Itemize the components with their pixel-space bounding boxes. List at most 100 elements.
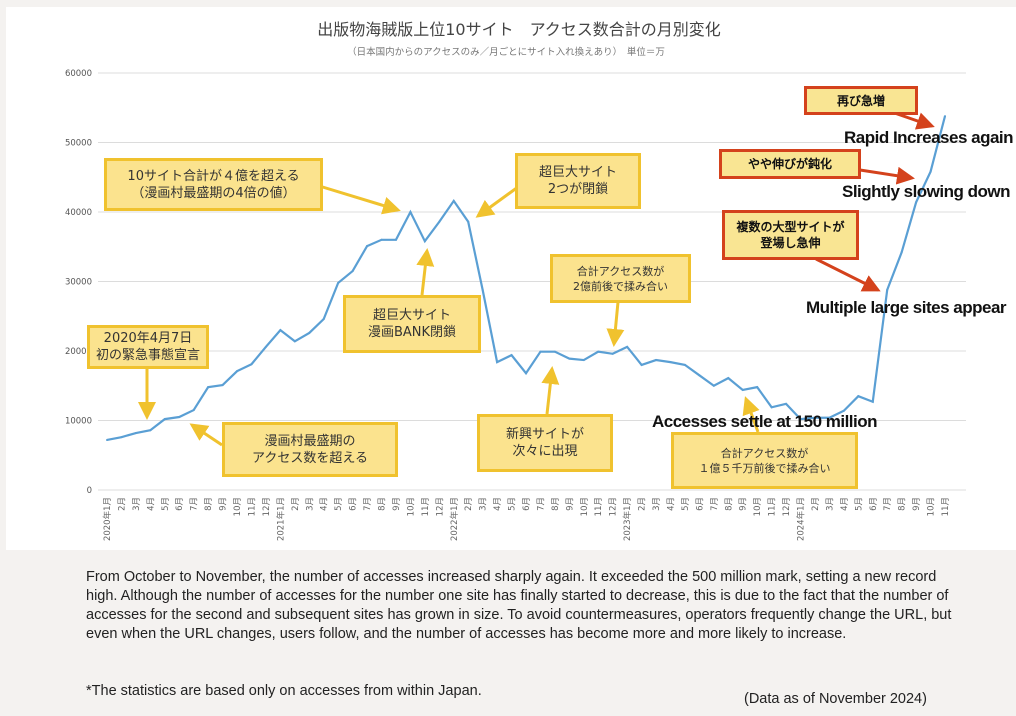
data-point (438, 220, 441, 223)
annotation-line: 超巨大サイト (538, 165, 617, 180)
y-tick-label: 20000 (65, 347, 92, 357)
x-tick-label: 11月 (941, 497, 951, 516)
data-point (626, 345, 629, 348)
arrow-two-closed (475, 185, 519, 218)
data-point (553, 350, 556, 353)
x-tick-label: 9月 (565, 497, 575, 511)
x-tick-label: 8月 (724, 497, 734, 511)
data-point (857, 395, 860, 398)
annotation-line: 初の緊急事態宣言 (95, 348, 200, 363)
x-tick-label: 10月 (753, 497, 763, 516)
data-point (394, 238, 397, 241)
x-tick-label: 5月 (508, 497, 518, 511)
chart-panel: 出版物海賊版上位10サイト アクセス数合計の月別変化 （日本国内からのアクセスの… (6, 7, 1016, 550)
data-point (756, 386, 759, 389)
x-tick-label: 2020年1月 (102, 497, 113, 541)
x-tick-label: 4月 (666, 497, 676, 511)
x-tick-label: 2022年1月 (449, 497, 460, 541)
data-point (915, 201, 918, 204)
annotation-line: 超巨大サイト (372, 308, 451, 323)
annotation-line: 新興サイトが (505, 427, 584, 442)
x-tick-label: 10月 (580, 497, 590, 516)
y-tick-label: 0 (87, 486, 92, 496)
y-tick-label: 30000 (65, 278, 92, 288)
data-point (510, 354, 513, 357)
data-point (944, 115, 946, 118)
chart-title: 出版物海賊版上位10サイト アクセス数合計の月別変化 (317, 20, 721, 39)
data-point (322, 318, 325, 321)
data-point (929, 170, 932, 173)
data-point (655, 359, 658, 362)
data-point (799, 418, 802, 421)
data-point (770, 406, 773, 409)
annotation-emergency: 2020年4月7日 初の緊急事態宣言 (87, 325, 209, 369)
annotation-line: 再び急増 (836, 93, 885, 108)
data-point (192, 409, 195, 412)
x-tick-label: 12月 (262, 497, 272, 516)
arrow-multi (815, 257, 881, 292)
y-tick-label: 40000 (65, 208, 92, 218)
data-point (669, 361, 672, 364)
x-tick-label: 10月 (406, 497, 416, 516)
x-tick-label: 10月 (927, 497, 937, 516)
x-tick-label: 8月 (204, 497, 214, 511)
annotation-bank: 超巨大サイト 漫画BANK閉鎖 (343, 295, 481, 353)
data-point (640, 363, 643, 366)
annotation-line: 2020年4月7日 (103, 331, 193, 346)
annotation-line: 2つが閉鎖 (547, 182, 609, 197)
data-point (496, 361, 499, 364)
annotation-line: 登場し急伸 (760, 236, 821, 250)
data-point (828, 416, 831, 419)
annotation-line: アクセス数を超える (252, 450, 368, 466)
x-tick-label: 4月 (146, 497, 156, 511)
x-tick-label: 3月 (825, 497, 835, 511)
x-tick-label: 8月 (551, 497, 561, 511)
data-point (525, 372, 527, 375)
label-settle: Accesses settle at 150 million (652, 412, 878, 431)
data-point (134, 432, 137, 435)
x-tick-label: 4月 (840, 497, 850, 511)
x-tick-label: 6月 (349, 497, 359, 511)
x-tick-label: 3月 (305, 497, 315, 511)
x-tick-label: 6月 (695, 497, 705, 511)
arrow-mangamura (189, 423, 223, 447)
x-tick-label: 12月 (782, 497, 792, 516)
annotation-two-closed: 超巨大サイト 2つが閉鎖 (515, 153, 641, 209)
x-tick-label: 7月 (710, 497, 720, 511)
data-point (886, 288, 889, 291)
x-tick-label: 11月 (247, 497, 257, 516)
x-tick-label: 2月 (638, 497, 648, 511)
data-point (207, 386, 210, 389)
annotation-line: １億５千万前後で揉み合い (698, 461, 831, 475)
annotation-multi: 複数の大型サイトが 登場し急伸 (722, 210, 859, 260)
x-tick-label: 9月 (392, 497, 402, 511)
data-point (423, 240, 426, 243)
annotation-line: 漫画村最盛期の (264, 433, 356, 449)
x-tick-label: 2月 (291, 497, 301, 511)
data-point (481, 288, 484, 291)
x-tick-label: 7月 (883, 497, 893, 511)
data-point (467, 220, 470, 223)
x-tick-label: 9月 (219, 497, 229, 511)
data-point (842, 409, 845, 412)
x-tick-label: 3月 (479, 497, 489, 511)
data-point (409, 211, 412, 213)
arrow-bank (416, 248, 435, 296)
x-tick-label: 2月 (811, 497, 821, 511)
y-tick-label: 50000 (65, 139, 92, 149)
x-tick-label: 4月 (320, 497, 330, 511)
x-tick-label: 8月 (898, 497, 908, 511)
x-tick-label: 5月 (681, 497, 691, 511)
data-point (250, 363, 253, 366)
x-tick-label: 5月 (334, 497, 344, 511)
annotation-line: （漫画村最盛期の4倍の値） (131, 185, 296, 201)
arrow-around200m (606, 301, 625, 347)
x-tick-label: 12月 (609, 497, 619, 516)
arrow-slow (859, 166, 915, 185)
data-point (178, 416, 181, 419)
y-tick-label: 60000 (65, 69, 92, 79)
annotation-around200m: 合計アクセス数が 2億前後で揉み合い (550, 254, 691, 303)
annotation-line: 漫画BANK閉鎖 (367, 325, 457, 340)
x-tick-label: 5月 (854, 497, 864, 511)
data-point (582, 359, 585, 362)
